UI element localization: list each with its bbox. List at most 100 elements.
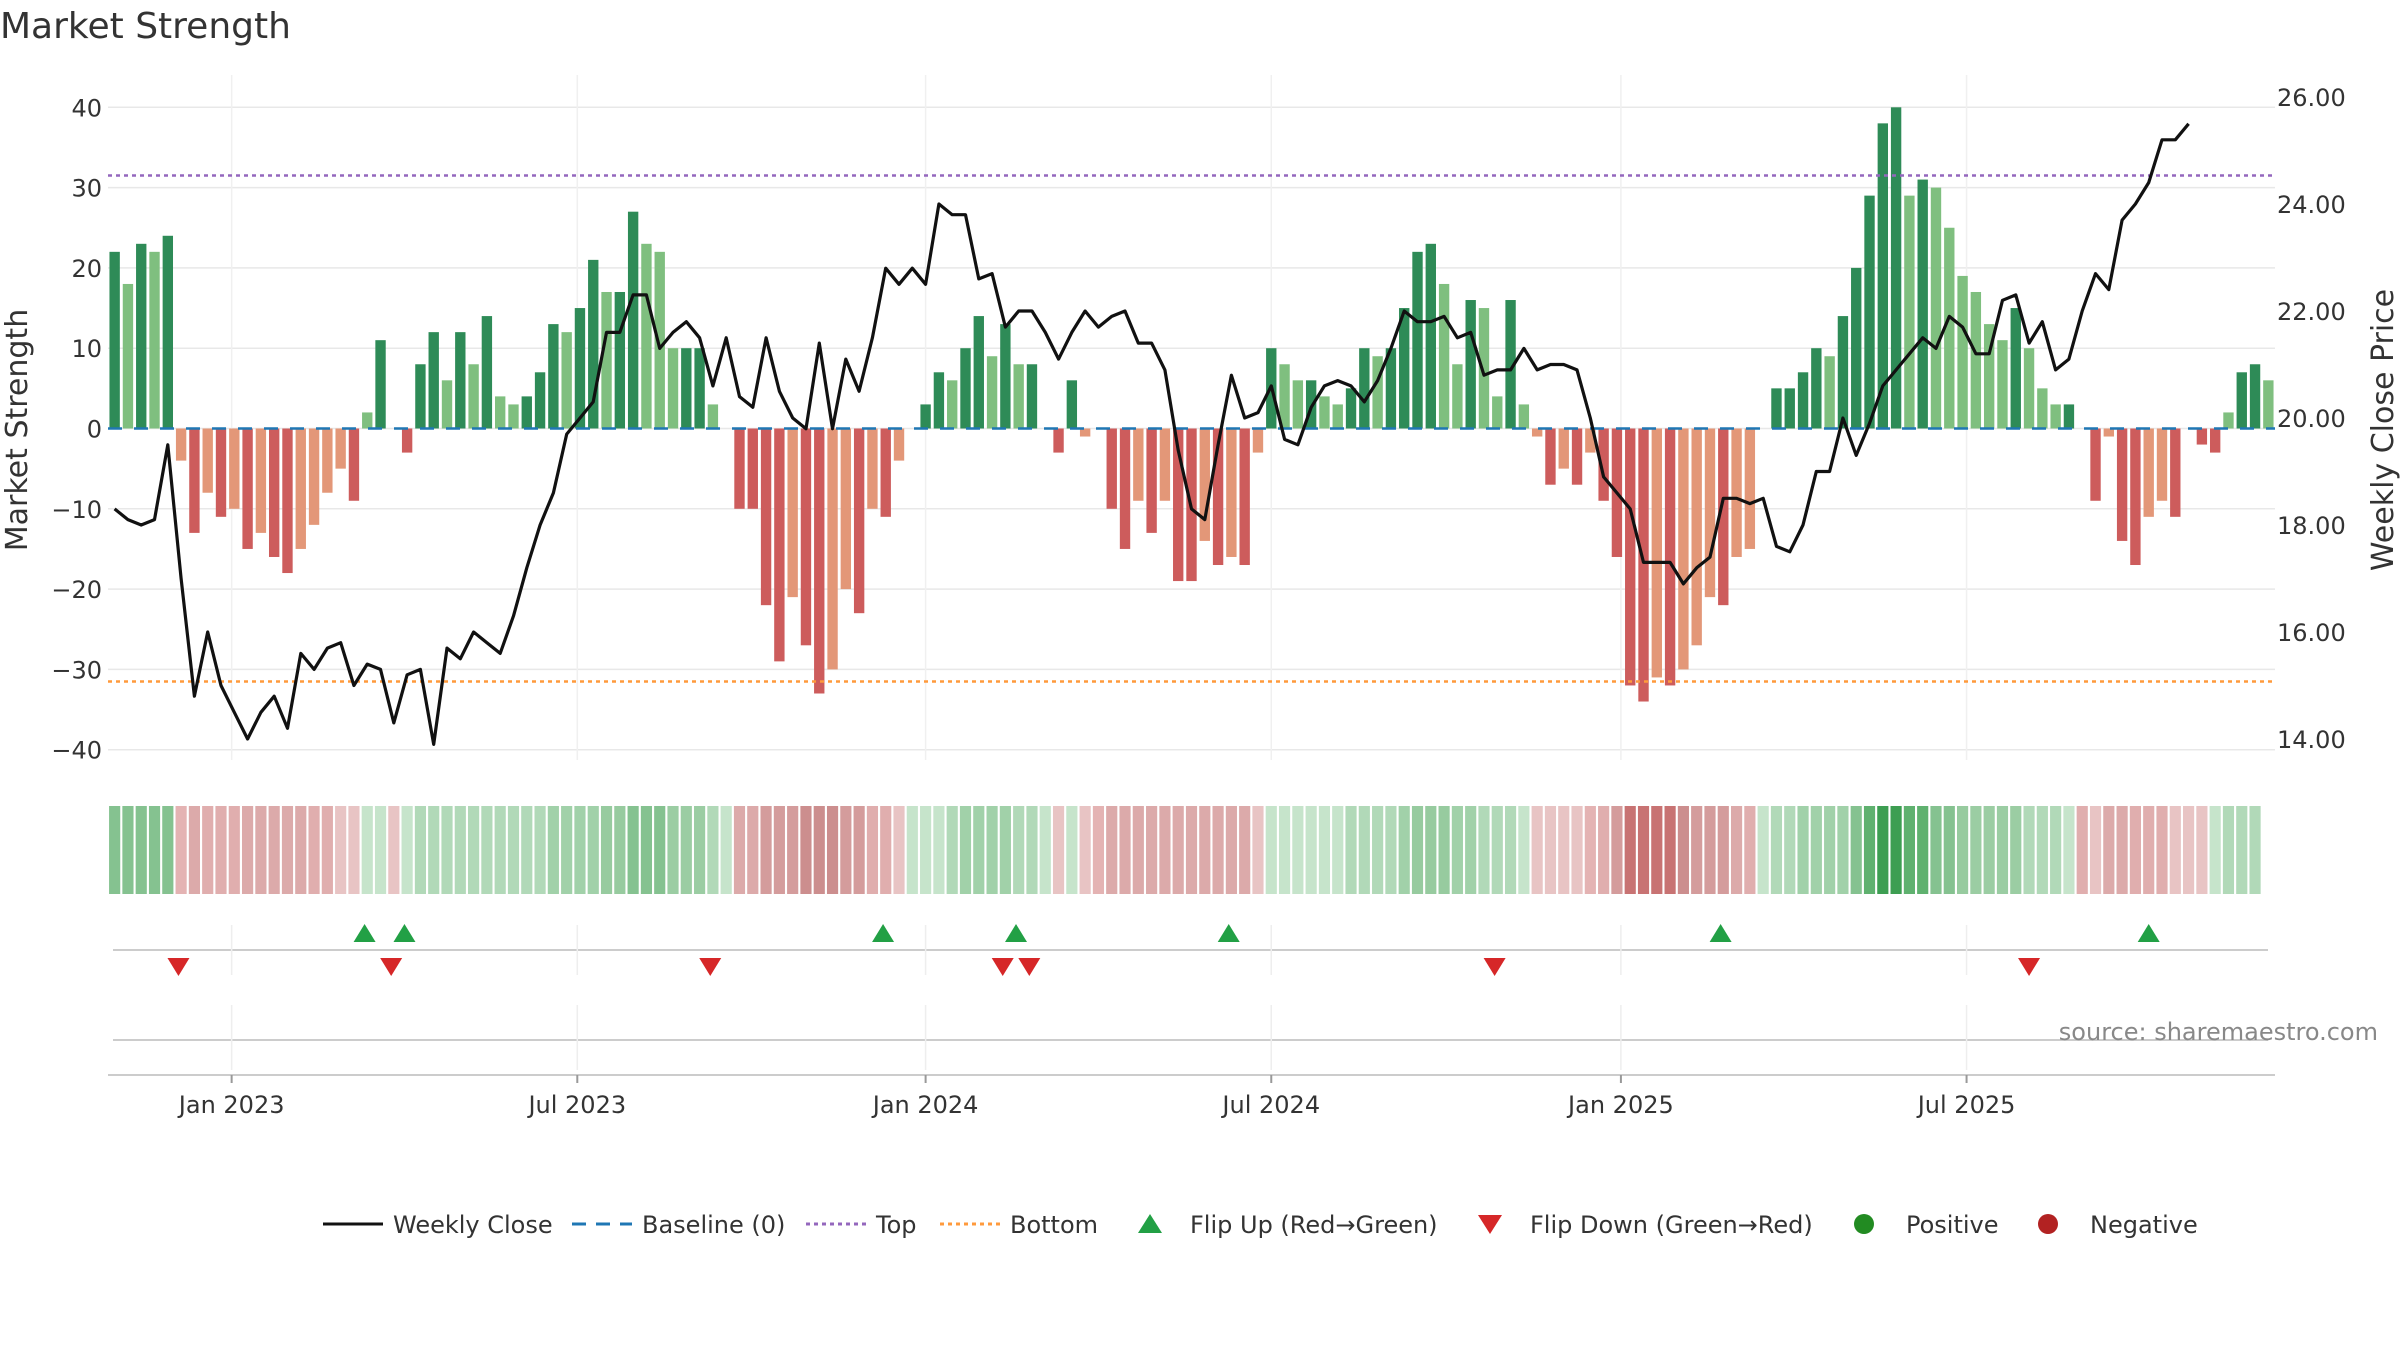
y-tick-label: 20 [71, 255, 102, 283]
strength-bar [1664, 428, 1676, 686]
x-tick-label: Jul 2025 [1916, 1091, 2016, 1119]
legend-swatch [1478, 1215, 1502, 1234]
y2-tick-label: 18.00 [2277, 512, 2346, 540]
regime-cell [1079, 806, 1091, 894]
strength-bar [1345, 388, 1357, 429]
strength-bar [561, 332, 572, 429]
regime-cell [494, 806, 506, 894]
regime-cell [1571, 806, 1583, 894]
x-tick-label: Jan 2024 [871, 1091, 979, 1119]
strength-bar [1399, 308, 1410, 429]
regime-cell [1704, 806, 1716, 894]
regime-cell [959, 806, 972, 894]
regime-cell [893, 806, 905, 894]
strength-bar [2116, 428, 2128, 541]
regime-cell [1970, 806, 1982, 894]
regime-cell [1863, 806, 1876, 894]
strength-bar [1013, 364, 1024, 429]
strength-bar [1797, 372, 1809, 429]
regime-cell [1837, 806, 1849, 894]
regime-cell [1278, 806, 1291, 894]
y2-tick-label: 14.00 [2277, 726, 2346, 754]
strength-bar [1744, 428, 1756, 549]
regime-cell [2236, 806, 2248, 894]
regime-cell [2209, 806, 2221, 894]
strength-bar [2063, 404, 2075, 429]
strength-bar [1412, 251, 1423, 429]
strength-bar [1691, 428, 1702, 646]
regime-cell [1491, 806, 1503, 894]
strength-bar [1292, 380, 1304, 429]
legend-label: Positive [1906, 1211, 1999, 1239]
regime-cell [1651, 806, 1663, 894]
strength-bar [2143, 428, 2154, 517]
strength-bar [2103, 428, 2115, 437]
regime-cell [1637, 806, 1650, 894]
reference-lines [108, 174, 2275, 683]
strength-bar [508, 404, 519, 429]
strength-bar [1851, 267, 1862, 429]
regime-cell [1185, 806, 1198, 894]
regime-cell [840, 806, 852, 894]
x-tick-label: Jul 2024 [1220, 1091, 1320, 1119]
strength-bar [1106, 428, 1117, 509]
strength-bar [122, 283, 134, 429]
regime-cell [1757, 806, 1769, 894]
y-tick-label: −40 [51, 737, 102, 765]
regime-cell [1092, 806, 1105, 894]
y-tick-label: 0 [87, 416, 102, 444]
strength-bar [2236, 372, 2247, 429]
y-axis-title: Market Strength [0, 309, 35, 551]
regime-cell [694, 806, 706, 894]
strength-bar [1877, 123, 1888, 429]
regime-cell [468, 806, 480, 894]
regime-cell [1039, 806, 1051, 894]
regime-cell [2089, 806, 2102, 894]
strength-bar [2090, 428, 2101, 501]
strength-bar [1478, 308, 1490, 429]
strength-bar [973, 316, 984, 429]
regime-cell [1504, 806, 1517, 894]
regime-cell [2023, 806, 2035, 894]
regime-cell [1372, 806, 1384, 894]
legend-swatch [2038, 1214, 2058, 1234]
strength-bar [242, 428, 253, 549]
regime-cell [1784, 806, 1796, 894]
regime-cell [760, 806, 772, 894]
strength-bar [1518, 404, 1530, 429]
strength-bar [1651, 428, 1662, 678]
regime-cell [1132, 806, 1144, 894]
regime-cell [1425, 806, 1437, 894]
strength-bar [1159, 428, 1171, 501]
regime-cell [1664, 806, 1676, 894]
strength-bar [1465, 300, 1476, 429]
regime-cell [308, 806, 320, 894]
regime-cell [162, 806, 174, 894]
strength-bar [1625, 428, 1636, 686]
regime-cell [1531, 806, 1543, 894]
strength-bar [1239, 428, 1250, 566]
regime-cell [1877, 806, 1889, 894]
regime-cell [933, 806, 945, 894]
regime-cell [654, 806, 666, 894]
strength-bar [455, 332, 466, 429]
strength-bar [2037, 388, 2048, 429]
strength-bar [1279, 364, 1290, 429]
strength-bar [574, 308, 586, 429]
strength-bar [1864, 195, 1875, 429]
regime-cell [1677, 806, 1689, 894]
regime-cell [1956, 806, 1969, 894]
strength-bar [2130, 428, 2141, 566]
strength-bar [1146, 428, 1157, 533]
strength-bar [1824, 356, 1835, 429]
regime-cell [1225, 806, 1237, 894]
strength-bar [1173, 428, 1184, 582]
regime-cell [374, 806, 387, 894]
regime-cell [1943, 806, 1955, 894]
regime-cell [414, 806, 427, 894]
strength-bar [322, 428, 333, 493]
strength-bar [1425, 243, 1436, 429]
strength-bar [268, 428, 280, 557]
strength-bar [1678, 428, 1689, 670]
strength-bar [1212, 428, 1224, 566]
